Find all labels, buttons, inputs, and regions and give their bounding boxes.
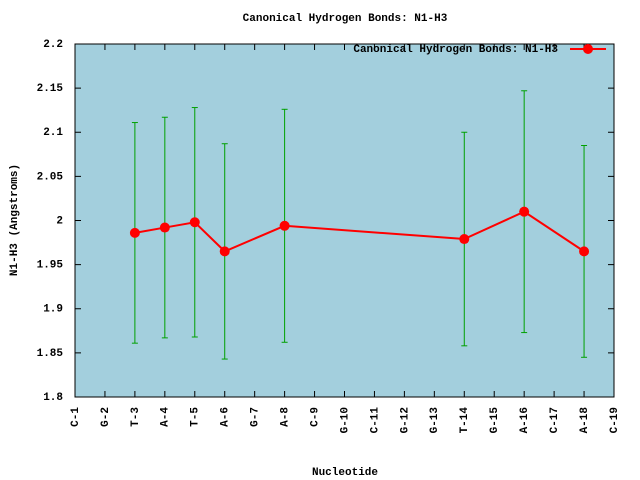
data-point: [279, 220, 290, 231]
x-tick-label: G-10: [339, 407, 351, 433]
x-tick-label: C-1: [70, 407, 82, 427]
x-tick-label: C-17: [549, 407, 561, 433]
y-axis-label: N1-H3 (Angstroms): [9, 164, 21, 276]
x-tick-label: A-18: [579, 407, 591, 434]
y-tick-label: 2.15: [37, 83, 64, 95]
x-tick-label: A-8: [280, 407, 292, 427]
y-tick-label: 2: [56, 215, 63, 227]
data-point: [459, 234, 470, 245]
x-tick-label: C-11: [369, 407, 381, 434]
series-line: [134, 210, 585, 253]
data-point: [219, 246, 230, 257]
x-tick-label: C-19: [609, 407, 621, 433]
y-tick-label: 2.05: [37, 171, 64, 183]
data-point: [519, 206, 530, 217]
chart-title: Canonical Hydrogen Bonds: N1-H3: [243, 13, 448, 25]
x-tick-label: A-4: [160, 407, 172, 427]
x-tick-label: C-9: [309, 407, 321, 427]
y-tick-label: 1.85: [37, 348, 64, 360]
x-axis-label: Nucleotide: [312, 467, 378, 479]
x-tick-label: G-12: [399, 407, 411, 433]
data-point: [129, 227, 140, 238]
x-tick-label: A-6: [220, 407, 232, 427]
y-tick-label: 1.8: [43, 392, 63, 404]
data-point: [579, 246, 590, 257]
y-tick-label: 1.9: [43, 304, 63, 316]
data-point: [159, 222, 170, 233]
x-tick-label: T-5: [190, 407, 202, 427]
y-tick-label: 2.2: [43, 39, 63, 51]
x-tick-label: G-15: [489, 407, 501, 434]
plot-background: [75, 44, 614, 397]
x-tick-label: G-7: [250, 407, 262, 427]
legend-label: Canonical Hydrogen Bonds: N1-H3: [353, 44, 558, 56]
y-tick-label: 1.95: [37, 260, 64, 272]
legend-marker: [583, 44, 593, 54]
x-tick-label: G-2: [100, 407, 112, 427]
data-point: [189, 217, 200, 228]
y-tick-label: 2.1: [43, 127, 63, 139]
x-tick-label: T-14: [459, 407, 471, 434]
x-tick-label: A-16: [519, 407, 531, 433]
x-tick-label: T-3: [130, 407, 142, 427]
x-tick-label: G-13: [429, 407, 441, 434]
